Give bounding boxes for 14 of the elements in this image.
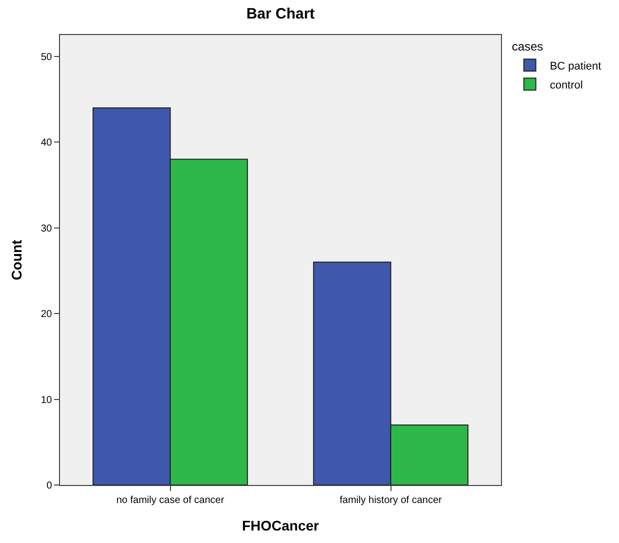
x-tick-label: no family case of cancer	[116, 495, 225, 506]
y-tick-label: 40	[40, 138, 52, 149]
y-tick-label: 0	[46, 480, 52, 492]
legend-title: cases	[512, 40, 544, 54]
legend-label: BC patient	[550, 60, 602, 72]
x-tick-label: family history of cancer	[340, 495, 443, 506]
y-tick-label: 20	[40, 309, 52, 320]
x-axis-title: FHOCancer	[242, 517, 320, 534]
y-axis-title: Count	[8, 239, 24, 280]
legend-label: control	[550, 79, 583, 92]
y-tick-label: 10	[40, 394, 52, 406]
y-tick-label: 30	[40, 223, 52, 234]
y-tick-label: 50	[40, 52, 52, 63]
chart-title: Bar Chart	[246, 6, 315, 23]
